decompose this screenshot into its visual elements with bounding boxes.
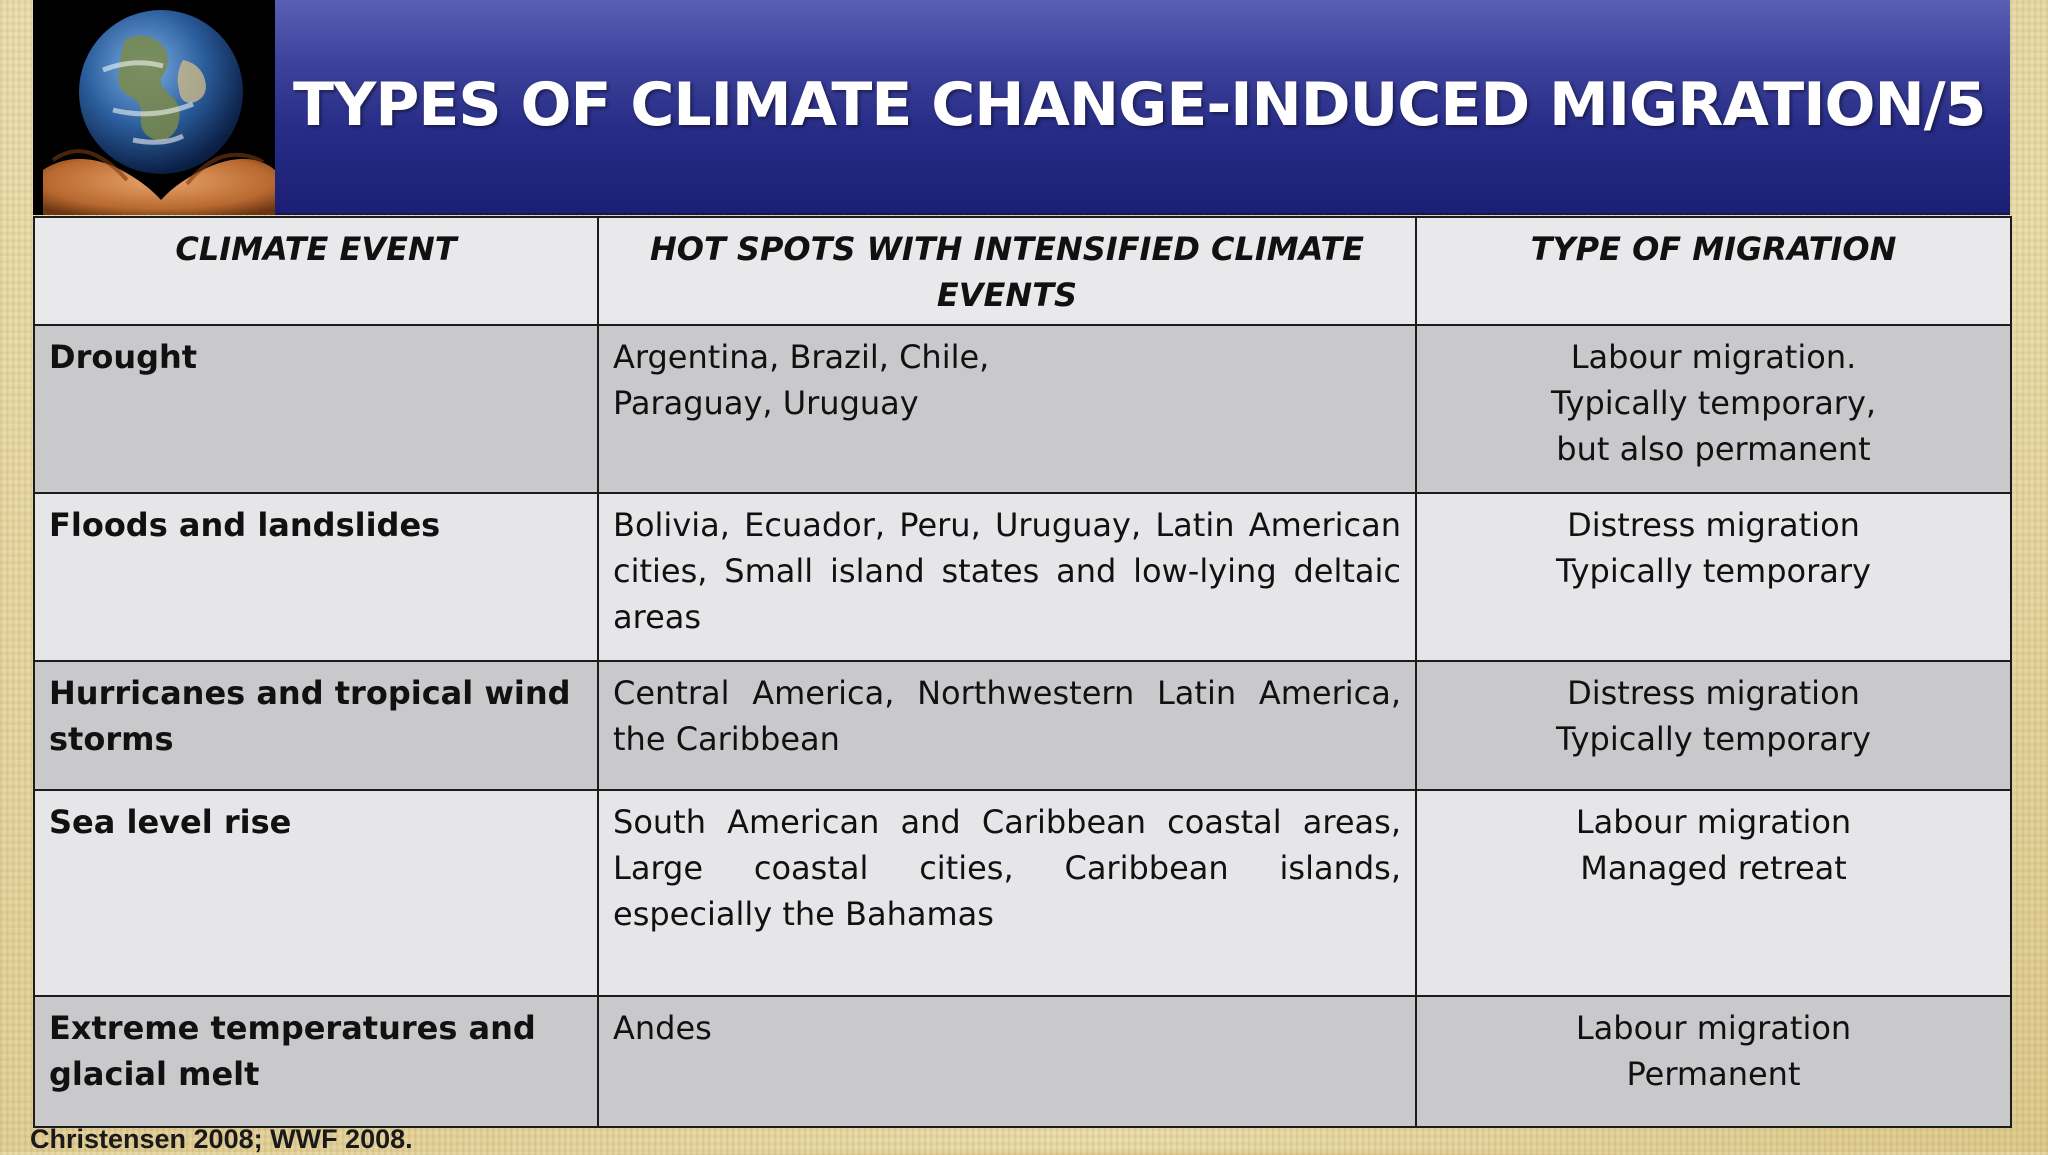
column-header-climate-event: CLIMATE EVENT xyxy=(33,216,599,326)
climate-event-cell: Drought xyxy=(33,324,599,494)
climate-event-cell: Extreme temperatures and glacial melt xyxy=(33,995,599,1128)
hotspots-line: Argentina, Brazil, Chile, xyxy=(613,338,990,376)
climate-event-cell: Floods and landslides xyxy=(33,492,599,662)
hotspots-line: Paraguay, Uruguay xyxy=(613,384,919,422)
hotspots-cell: South American and Caribbean coastal are… xyxy=(597,789,1417,997)
migration-line: Labour migration xyxy=(1575,803,1852,841)
migration-line: Managed retreat xyxy=(1580,849,1847,887)
table-row: Drought Argentina, Brazil, Chile, Paragu… xyxy=(33,324,2012,494)
title-banner: TYPES OF CLIMATE CHANGE-INDUCED MIGRATIO… xyxy=(275,0,2010,215)
migration-type-cell: Labour migration Managed retreat xyxy=(1415,789,2012,997)
migration-line: Typically temporary, xyxy=(1550,384,1877,422)
table-row: Hurricanes and tropical wind storms Cent… xyxy=(33,660,2012,791)
globe-in-hands-image xyxy=(33,0,275,215)
table-row: Extreme temperatures and glacial melt An… xyxy=(33,995,2012,1128)
migration-line: Labour migration xyxy=(1575,1009,1852,1047)
migration-line: Permanent xyxy=(1626,1055,1801,1093)
climate-event-cell: Hurricanes and tropical wind storms xyxy=(33,660,599,791)
hotspots-cell: Andes xyxy=(597,995,1417,1128)
migration-line: Distress migration xyxy=(1567,506,1860,544)
migration-line: Distress migration xyxy=(1567,674,1860,712)
migration-table: CLIMATE EVENT HOT SPOTS WITH INTENSIFIED… xyxy=(33,216,2012,1128)
migration-type-cell: Labour migration Permanent xyxy=(1415,995,2012,1128)
hotspots-cell: Bolivia, Ecuador, Peru, Uruguay, Latin A… xyxy=(597,492,1417,662)
slide-title: TYPES OF CLIMATE CHANGE-INDUCED MIGRATIO… xyxy=(293,70,1986,140)
migration-line: Labour migration. xyxy=(1570,338,1857,376)
migration-line: but also permanent xyxy=(1556,430,1871,468)
table-row: Floods and landslides Bolivia, Ecuador, … xyxy=(33,492,2012,662)
migration-line: Typically temporary xyxy=(1556,552,1871,590)
column-header-type-of-migration: TYPE OF MIGRATION xyxy=(1415,216,2012,326)
earth-globe-icon xyxy=(33,0,275,215)
migration-type-cell: Distress migration Typically temporary xyxy=(1415,492,2012,662)
table-row: Sea level rise South American and Caribb… xyxy=(33,789,2012,997)
migration-type-cell: Distress migration Typically temporary xyxy=(1415,660,2012,791)
migration-line: Typically temporary xyxy=(1556,720,1871,758)
hotspots-cell: Argentina, Brazil, Chile, Paraguay, Urug… xyxy=(597,324,1417,494)
table-header-row: CLIMATE EVENT HOT SPOTS WITH INTENSIFIED… xyxy=(33,216,2012,326)
climate-event-cell: Sea level rise xyxy=(33,789,599,997)
migration-type-cell: Labour migration. Typically temporary, b… xyxy=(1415,324,2012,494)
source-citation: Christensen 2008; WWF 2008. xyxy=(30,1124,413,1154)
column-header-hot-spots: HOT SPOTS WITH INTENSIFIED CLIMATE EVENT… xyxy=(597,216,1417,326)
hotspots-cell: Central America, Northwestern Latin Amer… xyxy=(597,660,1417,791)
